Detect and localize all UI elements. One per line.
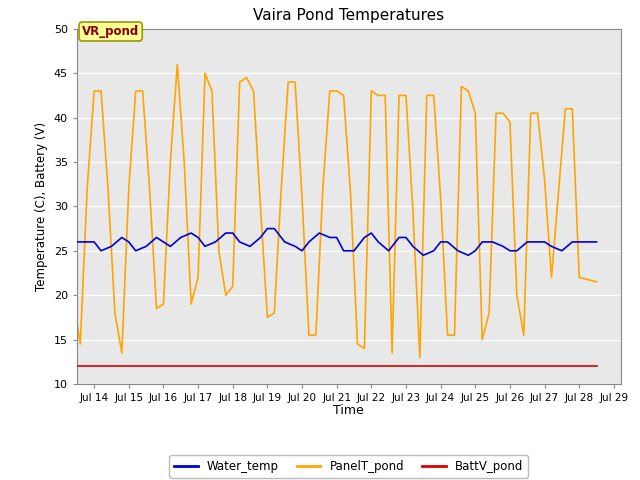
Text: VR_pond: VR_pond (82, 25, 140, 38)
X-axis label: Time: Time (333, 405, 364, 418)
Title: Vaira Pond Temperatures: Vaira Pond Temperatures (253, 9, 444, 24)
Y-axis label: Temperature (C), Battery (V): Temperature (C), Battery (V) (35, 122, 48, 291)
Legend: Water_temp, PanelT_pond, BattV_pond: Water_temp, PanelT_pond, BattV_pond (170, 455, 528, 478)
